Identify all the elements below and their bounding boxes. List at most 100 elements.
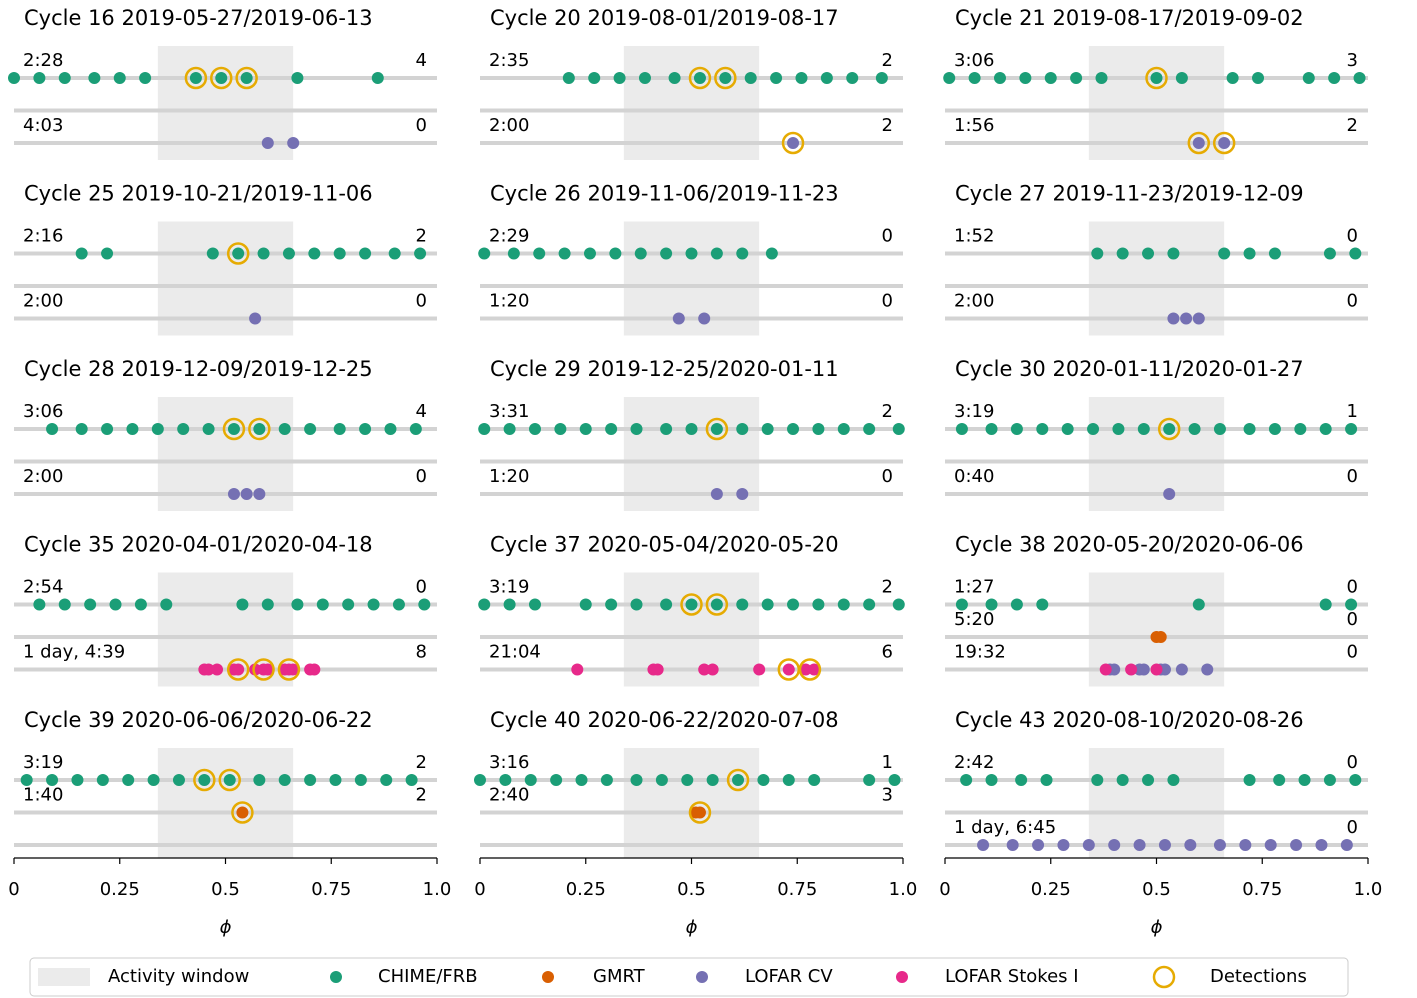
x-tick-label: 0.5 — [1142, 879, 1171, 900]
count-label: 0 — [882, 291, 893, 312]
legend-label: LOFAR CV — [745, 966, 833, 987]
point — [575, 774, 588, 786]
count-label: 2 — [882, 401, 893, 422]
point — [660, 423, 673, 435]
count-label: 0 — [1347, 817, 1358, 838]
point — [1192, 137, 1205, 149]
point — [1319, 598, 1332, 611]
count-label: 2 — [1347, 115, 1358, 136]
point — [261, 663, 274, 676]
point — [414, 247, 427, 260]
x-tick-label: 0 — [474, 879, 485, 900]
count-label: 0 — [416, 115, 427, 136]
point — [405, 774, 418, 786]
x-tick-label: 0.5 — [677, 879, 706, 900]
point — [333, 247, 346, 260]
detection — [705, 417, 729, 441]
legend-label: Activity window — [108, 966, 249, 987]
point — [736, 423, 749, 435]
legend-marker — [330, 971, 342, 983]
point — [304, 423, 317, 435]
point — [240, 488, 253, 500]
point — [528, 598, 541, 611]
point — [1175, 72, 1188, 84]
point — [418, 598, 431, 611]
point — [1201, 663, 1214, 676]
legend-label: Detections — [1210, 966, 1307, 987]
point — [668, 72, 681, 84]
point — [46, 774, 59, 786]
point — [308, 663, 321, 676]
point — [189, 72, 202, 84]
point — [710, 488, 723, 500]
point — [236, 598, 249, 611]
panel-title: Cycle 27 2019-11-23/2019-12-09 — [955, 182, 1304, 206]
point — [478, 598, 491, 611]
point — [122, 774, 135, 786]
panel-title: Cycle 20 2019-08-01/2019-08-17 — [490, 6, 839, 30]
point — [1323, 247, 1336, 260]
point — [58, 72, 71, 84]
point — [202, 423, 215, 435]
legend-label: GMRT — [593, 966, 646, 987]
point — [955, 598, 968, 611]
point — [1108, 839, 1121, 851]
point — [46, 423, 59, 435]
point — [1184, 839, 1197, 851]
x-tick-label: 0.75 — [777, 879, 817, 900]
duration-label: 3:19 — [23, 752, 63, 773]
point — [1264, 839, 1277, 851]
count-label: 3 — [1347, 50, 1358, 71]
point — [660, 247, 673, 260]
duration-label: 1:27 — [954, 577, 994, 598]
point — [206, 247, 219, 260]
point — [955, 423, 968, 435]
point — [533, 247, 546, 260]
legend-swatch — [38, 968, 90, 986]
detection — [184, 66, 208, 90]
point — [354, 774, 367, 786]
duration-label: 4:03 — [23, 115, 63, 136]
detection — [226, 242, 250, 265]
point — [1192, 312, 1205, 325]
point — [75, 423, 88, 435]
duration-label: 2:29 — [489, 226, 529, 247]
activity-window — [623, 748, 760, 858]
panel-title: Cycle 21 2019-08-17/2019-09-02 — [955, 6, 1304, 30]
point — [1239, 839, 1252, 851]
point — [499, 774, 512, 786]
point — [75, 247, 88, 260]
panel-title: Cycle 39 2020-06-06/2020-06-22 — [24, 708, 373, 732]
point — [630, 598, 643, 611]
point — [977, 839, 990, 851]
point — [1319, 423, 1332, 435]
point — [1137, 663, 1150, 676]
point — [571, 663, 584, 676]
point — [1082, 839, 1095, 851]
point — [88, 72, 101, 84]
point — [71, 774, 84, 786]
point — [503, 423, 516, 435]
point — [736, 488, 749, 500]
point — [1040, 774, 1053, 786]
point — [1243, 423, 1256, 435]
point — [384, 423, 397, 435]
point — [134, 598, 147, 611]
point — [278, 423, 291, 435]
x-tick-label: 0.5 — [211, 879, 240, 900]
point — [1019, 72, 1032, 84]
point — [528, 423, 541, 435]
point — [147, 774, 160, 786]
point — [736, 598, 749, 611]
duration-label: 2:00 — [23, 291, 63, 312]
point — [782, 774, 795, 786]
point — [291, 598, 304, 611]
point — [84, 598, 97, 611]
point — [367, 598, 380, 611]
point — [1006, 839, 1019, 851]
point — [685, 247, 698, 260]
count-label: 0 — [1347, 466, 1358, 487]
point — [1192, 598, 1205, 611]
activity-window — [1088, 748, 1225, 858]
point — [409, 423, 422, 435]
